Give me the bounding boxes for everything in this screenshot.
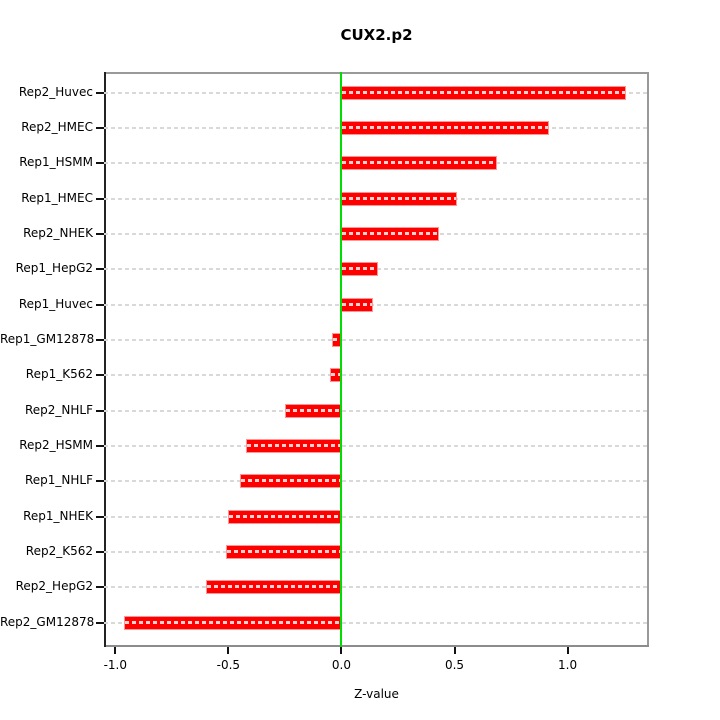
y-tick (96, 197, 104, 200)
y-tick (96, 550, 104, 553)
y-tick (96, 586, 104, 589)
y-tick (96, 409, 104, 412)
y-tick (96, 162, 104, 165)
plot-border-top (104, 72, 649, 74)
y-axis-label: Rep2_GM12878 (0, 614, 95, 629)
bar-dash-overlay (333, 338, 341, 341)
x-tick (227, 647, 230, 654)
bar-dash-overlay (227, 549, 341, 553)
bar-dash-overlay (342, 267, 377, 271)
y-tick (96, 303, 104, 306)
chart-bar (124, 615, 342, 630)
x-tick-label: -1.0 (103, 658, 127, 672)
y-axis-label: Rep2_K562 (25, 543, 93, 558)
chart-bar (341, 121, 550, 136)
y-axis-label: Rep2_HSMM (19, 438, 93, 452)
y-axis-label: Rep1_HMEC (21, 190, 93, 205)
bar-dash-overlay (342, 161, 497, 165)
y-axis-label: Rep1_HepG2 (15, 261, 93, 276)
y-tick (96, 621, 104, 624)
grid-line (104, 621, 649, 624)
bar-dash-overlay (342, 196, 456, 200)
x-tick-label: -0.5 (216, 658, 241, 672)
grid-line (104, 445, 649, 447)
y-tick (96, 91, 104, 94)
grid-line (104, 515, 649, 518)
grid-line (104, 374, 649, 377)
chart-bar (246, 439, 342, 453)
y-axis-label: Rep1_GM12878 (0, 332, 95, 346)
y-axis-label: Rep2_HMEC (21, 120, 93, 135)
y-axis-label: Rep2_Huvec (18, 84, 93, 99)
chart-bar (341, 85, 627, 100)
bar-dash-overlay (342, 232, 438, 236)
x-tick (566, 647, 569, 654)
y-axis-label: Rep2_HepG2 (15, 579, 93, 594)
y-axis-line (104, 72, 106, 647)
chart-bar (284, 403, 342, 418)
chart-bar (341, 191, 457, 206)
y-axis-label: Rep1_Huvec (18, 296, 93, 311)
bar-dash-overlay (240, 479, 341, 483)
y-tick (96, 515, 104, 518)
grid-line (104, 303, 649, 306)
chart-bar (205, 580, 342, 595)
x-axis-title: Z-value (354, 687, 399, 701)
bar-dash-overlay (285, 408, 341, 412)
grid-line (104, 586, 649, 589)
chart-bar (239, 474, 342, 489)
bar-dash-overlay (331, 373, 341, 377)
y-tick (96, 233, 104, 236)
x-tick-label: 1.0 (558, 658, 578, 672)
grid-line (104, 550, 649, 553)
x-tick (340, 647, 343, 654)
x-tick (453, 647, 456, 654)
y-tick (96, 339, 104, 341)
chart-bar (341, 262, 378, 277)
plot-border-bottom (104, 645, 649, 647)
bar-dash-overlay (342, 90, 626, 94)
y-axis-label: Rep1_K562 (25, 367, 93, 382)
chart-bar (228, 509, 342, 524)
bar-dash-overlay (206, 585, 341, 589)
y-tick (96, 268, 104, 271)
chart-bar (341, 297, 374, 312)
x-tick-label: 0.5 (444, 658, 465, 672)
bar-dash-overlay (342, 302, 373, 306)
y-axis-label: Rep1_NHLF (24, 473, 93, 488)
bar-dash-overlay (125, 620, 341, 624)
y-tick (96, 374, 104, 377)
y-axis-label: Rep1_NHEK (23, 508, 93, 523)
y-axis-label: Rep2_NHLF (24, 402, 93, 417)
chart-bar (341, 156, 498, 171)
y-axis-label: Rep1_HSMM (19, 155, 93, 170)
plot-border-right (647, 72, 649, 647)
y-tick (96, 480, 104, 483)
y-tick (96, 127, 104, 130)
x-tick-label: 0.0 (331, 658, 351, 672)
y-axis-label: Rep2_NHEK (23, 226, 93, 241)
zero-line (340, 72, 343, 647)
y-tick (96, 445, 104, 447)
bar-dash-overlay (247, 444, 341, 447)
plot-area (104, 72, 649, 647)
bar-dash-overlay (229, 514, 341, 518)
chart-bar (341, 227, 439, 242)
grid-line (104, 480, 649, 483)
x-tick (114, 647, 117, 654)
bar-dash-overlay (342, 126, 549, 130)
chart-title: CUX2.p2 (340, 26, 413, 44)
chart-bar (226, 544, 342, 559)
grid-line (104, 339, 649, 341)
grid-line (104, 409, 649, 412)
